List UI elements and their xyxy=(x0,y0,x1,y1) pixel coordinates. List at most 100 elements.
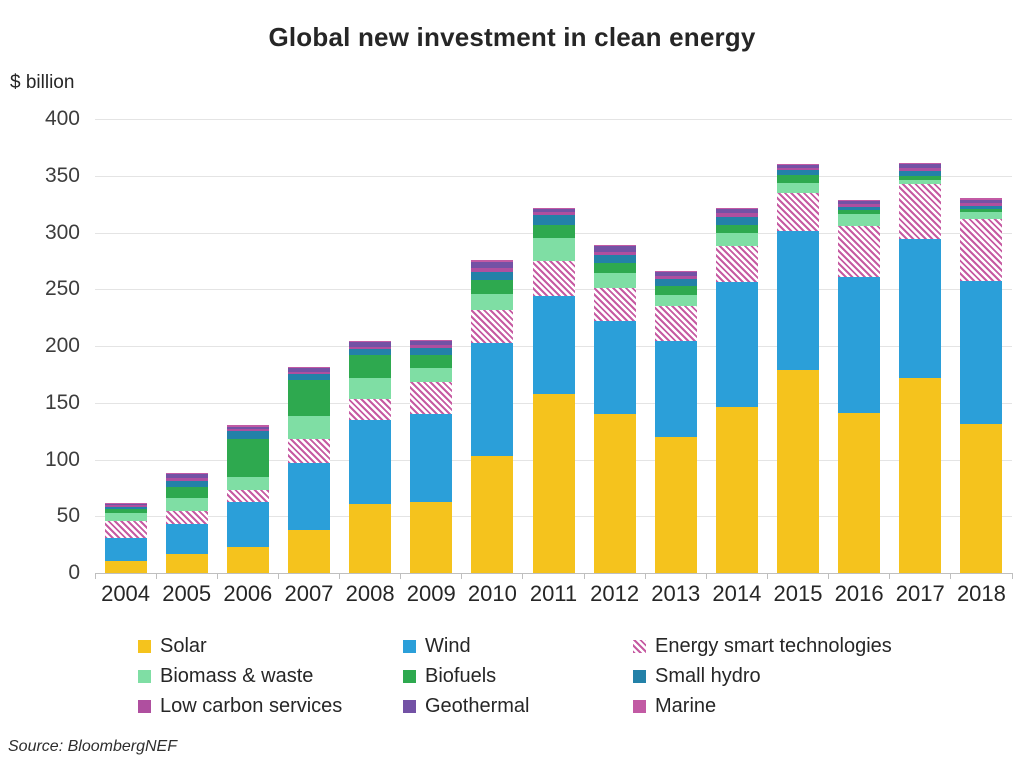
gridline-400 xyxy=(95,119,1012,120)
x-tick-label-2006: 2006 xyxy=(223,581,273,606)
x-tick-label-2009: 2009 xyxy=(406,581,456,606)
bar-segment-2010-biofuels xyxy=(471,280,514,294)
bar-segment-2016-biomass-waste xyxy=(838,214,881,226)
bar-segment-2004-energy-smart-technologies xyxy=(104,520,147,538)
bar-2017 xyxy=(899,119,942,573)
bar-2014 xyxy=(715,119,758,573)
bar-segment-2012-low-carbon-services xyxy=(593,251,636,256)
bar-segment-2004-biofuels xyxy=(104,509,147,513)
bar-segment-2013-geothermal xyxy=(654,271,697,276)
bar-segment-2014-geothermal xyxy=(715,208,758,214)
legend-swatch-wind xyxy=(403,639,416,653)
x-axis-tick xyxy=(950,573,952,579)
legend-swatch-biofuels xyxy=(403,669,416,683)
bar-segment-2012-marine xyxy=(593,245,636,247)
x-axis-tick xyxy=(828,573,830,579)
x-axis-tick xyxy=(339,573,341,579)
bar-segment-2004-marine xyxy=(104,503,147,504)
legend-label-biofuels: Biofuels xyxy=(425,664,497,687)
bar-segment-2006-marine xyxy=(226,425,269,427)
bar-segment-2007-wind xyxy=(287,462,330,530)
bar-segment-2012-wind xyxy=(593,321,636,415)
x-axis-tick xyxy=(216,573,218,579)
bar-segment-2007-small-hydro xyxy=(287,374,330,381)
bar-segment-2009-biofuels xyxy=(410,355,453,368)
bar-segment-2011-marine xyxy=(532,207,575,209)
bar-segment-2008-biomass-waste xyxy=(349,377,392,400)
bar-segment-2012-small-hydro xyxy=(593,255,636,264)
bar-segment-2005-small-hydro xyxy=(165,481,208,487)
bar-segment-2013-wind xyxy=(654,341,697,437)
x-tick-label-2013: 2013 xyxy=(651,581,701,606)
bar-segment-2012-biofuels xyxy=(593,263,636,274)
legend-swatch-marine xyxy=(633,699,646,713)
bar-segment-2005-marine xyxy=(165,473,208,475)
bar-segment-2008-low-carbon-services xyxy=(349,346,392,350)
x-axis-tick xyxy=(155,573,157,579)
legend-item-marine: Marine xyxy=(633,695,963,718)
legend-item-low-carbon-services: Low carbon services xyxy=(138,695,403,718)
bar-segment-2015-small-hydro xyxy=(777,170,820,175)
bar-segment-2007-biofuels xyxy=(287,380,330,417)
bar-segment-2007-energy-smart-technologies xyxy=(287,439,330,463)
bar-segment-2015-low-carbon-services xyxy=(777,167,820,171)
bar-segment-2018-biofuels xyxy=(960,209,1003,212)
y-tick-label-100: 100 xyxy=(44,447,80,471)
bar-segment-2014-energy-smart-technologies xyxy=(715,246,758,283)
bar-segment-2017-biofuels xyxy=(899,176,942,180)
bar-segment-2013-marine xyxy=(654,270,697,272)
bar-segment-2013-solar xyxy=(654,436,697,573)
legend-item-small-hydro: Small hydro xyxy=(633,665,963,688)
bar-segment-2018-solar xyxy=(960,424,1003,573)
bar-segment-2014-marine xyxy=(715,207,758,209)
bar-segment-2015-solar xyxy=(777,369,820,573)
legend-label-energy-smart-technologies: Energy smart technologies xyxy=(655,634,892,657)
legend-item-biofuels: Biofuels xyxy=(403,665,633,688)
bar-segment-2016-small-hydro xyxy=(838,206,881,211)
bar-segment-2012-geothermal xyxy=(593,246,636,252)
plot-area xyxy=(94,119,1013,579)
bar-segment-2013-biofuels xyxy=(654,285,697,295)
bar-2009 xyxy=(410,119,453,573)
bar-segment-2016-geothermal xyxy=(838,200,881,205)
x-tick-label-2014: 2014 xyxy=(712,581,762,606)
x-tick-label-2004: 2004 xyxy=(101,581,151,606)
y-tick-label-250: 250 xyxy=(44,277,80,301)
bar-2006 xyxy=(226,119,269,573)
x-axis-tick xyxy=(400,573,402,579)
x-axis-tick xyxy=(705,573,707,579)
bar-segment-2009-small-hydro xyxy=(410,348,453,356)
bar-segment-2016-biofuels xyxy=(838,210,881,215)
y-tick-label-150: 150 xyxy=(44,390,80,414)
bar-segment-2016-low-carbon-services xyxy=(838,204,881,207)
legend-swatch-small-hydro xyxy=(633,669,646,683)
bar-segment-2007-biomass-waste xyxy=(287,416,330,440)
legend-item-geothermal: Geothermal xyxy=(403,695,633,718)
y-tick-label-300: 300 xyxy=(44,220,80,244)
bar-segment-2012-energy-smart-technologies xyxy=(593,288,636,322)
bar-segment-2018-geothermal xyxy=(960,199,1003,203)
y-tick-label-350: 350 xyxy=(44,163,80,187)
bar-segment-2010-energy-smart-technologies xyxy=(471,309,514,343)
bar-segment-2009-low-carbon-services xyxy=(410,345,453,349)
bar-segment-2010-wind xyxy=(471,342,514,457)
bar-segment-2009-wind xyxy=(410,414,453,502)
bar-segment-2008-energy-smart-technologies xyxy=(349,399,392,420)
bar-segment-2017-solar xyxy=(899,377,942,573)
bar-segment-2018-biomass-waste xyxy=(960,211,1003,219)
bar-segment-2012-biomass-waste xyxy=(593,273,636,289)
legend-swatch-biomass-waste xyxy=(138,669,151,683)
bar-segment-2008-small-hydro xyxy=(349,349,392,356)
bar-2010 xyxy=(471,119,514,573)
bar-segment-2017-wind xyxy=(899,239,942,378)
bar-segment-2005-energy-smart-technologies xyxy=(165,510,208,525)
legend-label-solar: Solar xyxy=(160,634,207,657)
x-tick-label-2012: 2012 xyxy=(590,581,640,606)
bar-segment-2006-small-hydro xyxy=(226,431,269,440)
bar-2012 xyxy=(593,119,636,573)
bar-segment-2014-wind xyxy=(715,282,758,408)
bar-segment-2017-marine xyxy=(899,163,942,165)
bar-segment-2011-biomass-waste xyxy=(532,238,575,261)
legend-swatch-low-carbon-services xyxy=(138,699,151,713)
